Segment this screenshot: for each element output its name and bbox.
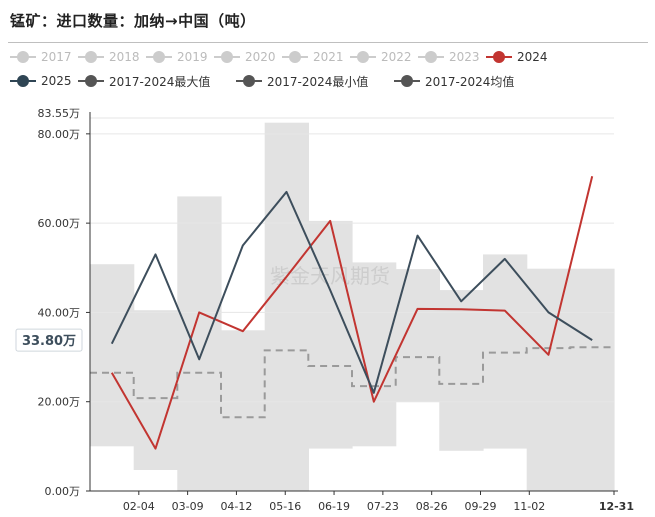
x-tick-label: 08-26 (416, 500, 448, 513)
legend-label: 2021 (313, 50, 344, 64)
y-max-label: 83.55万 (38, 107, 81, 120)
legend-swatch-icon (394, 75, 420, 87)
legend-swatch-icon (214, 51, 240, 63)
legend-item-8[interactable]: 2025 (10, 71, 72, 91)
band-range-bar (177, 196, 222, 491)
band-range-bar (221, 330, 266, 491)
y-tick-label: 0.00万 (45, 485, 81, 498)
legend-swatch-icon (486, 51, 512, 63)
band-range-bar (526, 268, 571, 491)
legend-swatch-icon (146, 51, 172, 63)
legend-item-6[interactable]: 2023 (418, 47, 480, 67)
title-divider (8, 42, 648, 43)
band-group (90, 122, 615, 491)
legend-item-7[interactable]: 2024 (486, 47, 548, 67)
legend-swatch-icon (10, 75, 36, 87)
band-range-bar (395, 269, 440, 402)
legend-item-3[interactable]: 2020 (214, 47, 276, 67)
band-range-bar (483, 254, 528, 449)
band-range-bar (439, 290, 484, 451)
legend-label: 2018 (109, 50, 140, 64)
legend-item-9[interactable]: 2017-2024最大值 (78, 71, 210, 91)
chart-title: 锰矿：进口数量：加纳→中国（吨） (10, 12, 256, 30)
legend-swatch-icon (236, 75, 262, 87)
legend-item-0[interactable]: 2017 (10, 47, 72, 67)
x-tick-label: 04-12 (220, 500, 252, 513)
x-tick-label: 09-29 (465, 500, 497, 513)
legend-swatch-icon (78, 75, 104, 87)
series-average-line (90, 346, 614, 419)
legend-item-11[interactable]: 2017-2024均值 (394, 71, 514, 91)
legend-item-4[interactable]: 2021 (282, 47, 344, 67)
axes-group (86, 112, 618, 495)
band-range-bar (264, 122, 309, 491)
legend-swatch-icon (10, 51, 36, 63)
legend-label: 2019 (177, 50, 208, 64)
legend-label: 2017-2024最大值 (109, 74, 211, 89)
x-tick-label: 06-19 (318, 500, 350, 513)
x-tick-label: 02-04 (123, 500, 155, 513)
legend-label: 2022 (381, 50, 412, 64)
series-2024-line (110, 176, 594, 450)
current-value-box (15, 328, 83, 352)
legend: 2017 2018 2019 2020 2021 2022 2023 2024 2025 2017… (10, 47, 650, 99)
legend-swatch-icon (350, 51, 376, 63)
x-tick-label: 05-16 (269, 500, 301, 513)
watermark: 紫金天风期货 (270, 264, 390, 288)
legend-label: 2017 (41, 50, 72, 64)
current-value-label: 33.80万 (22, 334, 76, 349)
y-tick-label: 20.00万 (38, 396, 81, 409)
legend-swatch-icon (418, 51, 444, 63)
series-group (90, 176, 614, 450)
legend-item-10[interactable]: 2017-2024最小值 (236, 71, 368, 91)
series-2025-line (110, 190, 593, 394)
legend-swatch-icon (282, 51, 308, 63)
band-range-bar (570, 268, 615, 491)
band-range-bar (352, 262, 397, 447)
legend-label: 2017-2024均值 (425, 74, 515, 89)
legend-item-5[interactable]: 2022 (350, 47, 412, 67)
y-tick-label: 60.00万 (38, 217, 81, 230)
y-tick-label: 40.00万 (38, 306, 81, 319)
band-range-bar (90, 264, 135, 447)
x-tick-label: 03-09 (172, 500, 204, 513)
legend-label: 2023 (449, 50, 480, 64)
axis-labels-group: 0.00万 20.00万 40.00万 60.00万 80.00万 83.55万 33.80… (15, 107, 634, 513)
legend-swatch-icon (78, 51, 104, 63)
legend-label: 2017-2024最小值 (267, 74, 369, 89)
current-date-label: 12-31 (599, 500, 634, 513)
legend-label: 2020 (245, 50, 276, 64)
legend-label: 2024 (517, 50, 548, 64)
y-tick-label: 80.00万 (38, 128, 81, 141)
x-tick-label: 07-23 (367, 500, 399, 513)
legend-item-1[interactable]: 2018 (78, 47, 140, 67)
x-tick-label: 11-02 (513, 500, 545, 513)
legend-label: 2025 (41, 74, 72, 88)
watermark-group: 紫金天风期货 (270, 264, 390, 288)
legend-item-2[interactable]: 2019 (146, 47, 208, 67)
band-range-bar (133, 310, 178, 470)
